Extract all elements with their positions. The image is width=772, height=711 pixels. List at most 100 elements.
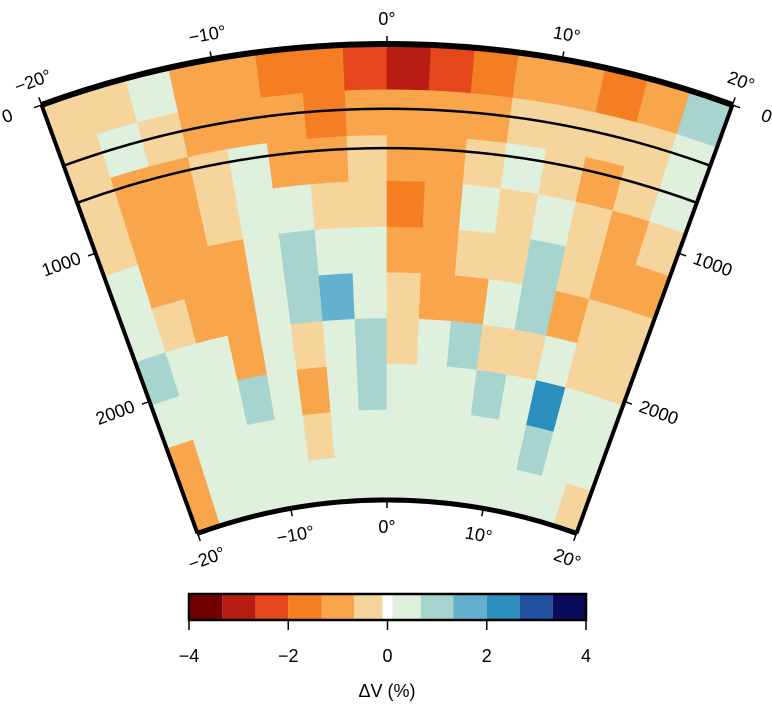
depth-tick (141, 400, 150, 405)
velocity-cell (386, 89, 430, 137)
velocity-cell (410, 456, 440, 503)
velocity-cell (350, 226, 388, 274)
depth-label: 2000 (637, 396, 681, 428)
velocity-cell (418, 273, 456, 322)
velocity-cell (352, 272, 388, 320)
velocity-cell (266, 138, 312, 190)
depth-label: 1000 (690, 248, 734, 280)
velocity-cell (470, 47, 520, 99)
velocity-cell (386, 43, 432, 91)
velocity-cell (354, 318, 388, 366)
velocity-cell (342, 43, 388, 91)
velocity-cell (386, 409, 416, 457)
depth-tick (678, 252, 687, 257)
frame-side (39, 104, 200, 535)
colorbar-swatch (222, 594, 256, 620)
depth-label: 1000 (39, 248, 83, 280)
depth-tick (33, 104, 42, 109)
angle-label-top: 10° (552, 22, 582, 46)
colorbar-swatch (382, 594, 393, 620)
velocity-cell (420, 227, 460, 277)
colorbar-swatch (354, 594, 383, 620)
frame-side (574, 104, 735, 535)
velocity-cell (260, 93, 308, 144)
velocity-cell (466, 93, 514, 144)
velocity-cell (348, 180, 388, 229)
velocity-cell (454, 229, 496, 280)
velocity-cell (446, 321, 484, 371)
angle-label-bottom: −10° (275, 522, 316, 548)
velocity-cell (358, 409, 388, 457)
angle-label-top: 20° (725, 67, 757, 95)
velocity-cell (272, 184, 316, 235)
frame-outer (40, 41, 734, 108)
velocity-cell (306, 136, 350, 185)
depth-label: 0 (0, 105, 15, 127)
angle-label-bottom: 0° (378, 517, 395, 537)
velocity-cell (314, 227, 354, 277)
velocity-cell (290, 321, 328, 371)
angle-label-bottom: 10° (463, 523, 493, 547)
colorbar-swatch (288, 594, 322, 620)
velocity-cell (386, 364, 418, 411)
colorbar-tick-label: 0 (382, 646, 392, 666)
angle-tick (573, 533, 578, 542)
colorbar-label: ΔV (%) (358, 681, 415, 701)
angle-tick (38, 97, 43, 106)
depth-label: 2000 (93, 396, 137, 428)
depth-label: 0 (759, 105, 772, 127)
velocity-cell (426, 90, 472, 140)
velocity-cell (330, 410, 362, 459)
velocity-cell (296, 366, 332, 416)
velocity-cell (428, 44, 476, 94)
colorbar-tick-label: −4 (179, 646, 200, 666)
velocity-cell (326, 364, 360, 413)
discontinuity-line (76, 146, 698, 204)
velocity-cell (302, 412, 336, 462)
velocity-cell (344, 89, 388, 137)
velocity-cell (219, 97, 268, 150)
velocity-cell (346, 135, 388, 183)
colorbar-tick-label: 4 (581, 646, 591, 666)
colorbar-swatch (392, 594, 421, 620)
colorbar-swatch (453, 594, 487, 620)
velocity-cell (386, 180, 426, 229)
discontinuity-line (63, 107, 711, 167)
velocity-cell (254, 47, 304, 99)
velocity-cell (386, 455, 414, 501)
velocity-cell (298, 44, 346, 94)
velocity-cell (278, 229, 320, 280)
angle-label-top: 0° (378, 9, 395, 29)
depth-tick (87, 252, 96, 257)
angle-label-bottom: 20° (551, 544, 583, 572)
velocity-cell (506, 97, 555, 150)
velocity-cell (356, 364, 388, 411)
colorbar-swatch (420, 594, 454, 620)
colorbar-swatch (189, 594, 223, 620)
angle-tick (196, 533, 201, 542)
velocity-cell (334, 456, 364, 503)
velocity-cell (414, 364, 448, 413)
angle-label-top: −10° (187, 21, 228, 47)
frame-inner (196, 497, 578, 536)
colorbar-swatch (552, 594, 586, 620)
colorbar-swatch (519, 594, 553, 620)
depth-tick (624, 400, 633, 405)
angle-tick (290, 508, 293, 517)
velocity-cell (318, 273, 356, 322)
velocity-cell (284, 275, 324, 326)
velocity-cell (227, 143, 274, 195)
velocity-cell (360, 455, 388, 501)
colorbar-tick-label: 2 (482, 646, 492, 666)
angle-tick (731, 97, 736, 106)
colorbar-tick-label: −2 (278, 646, 299, 666)
velocity-cell (412, 410, 444, 459)
depth-tick (732, 104, 741, 109)
angle-label-bottom: −20° (186, 543, 228, 575)
velocity-cell (310, 181, 352, 231)
angle-tick (561, 51, 565, 60)
angle-label-top: −20° (12, 65, 54, 97)
velocity-cell (386, 318, 420, 366)
velocity-cell (458, 184, 502, 235)
